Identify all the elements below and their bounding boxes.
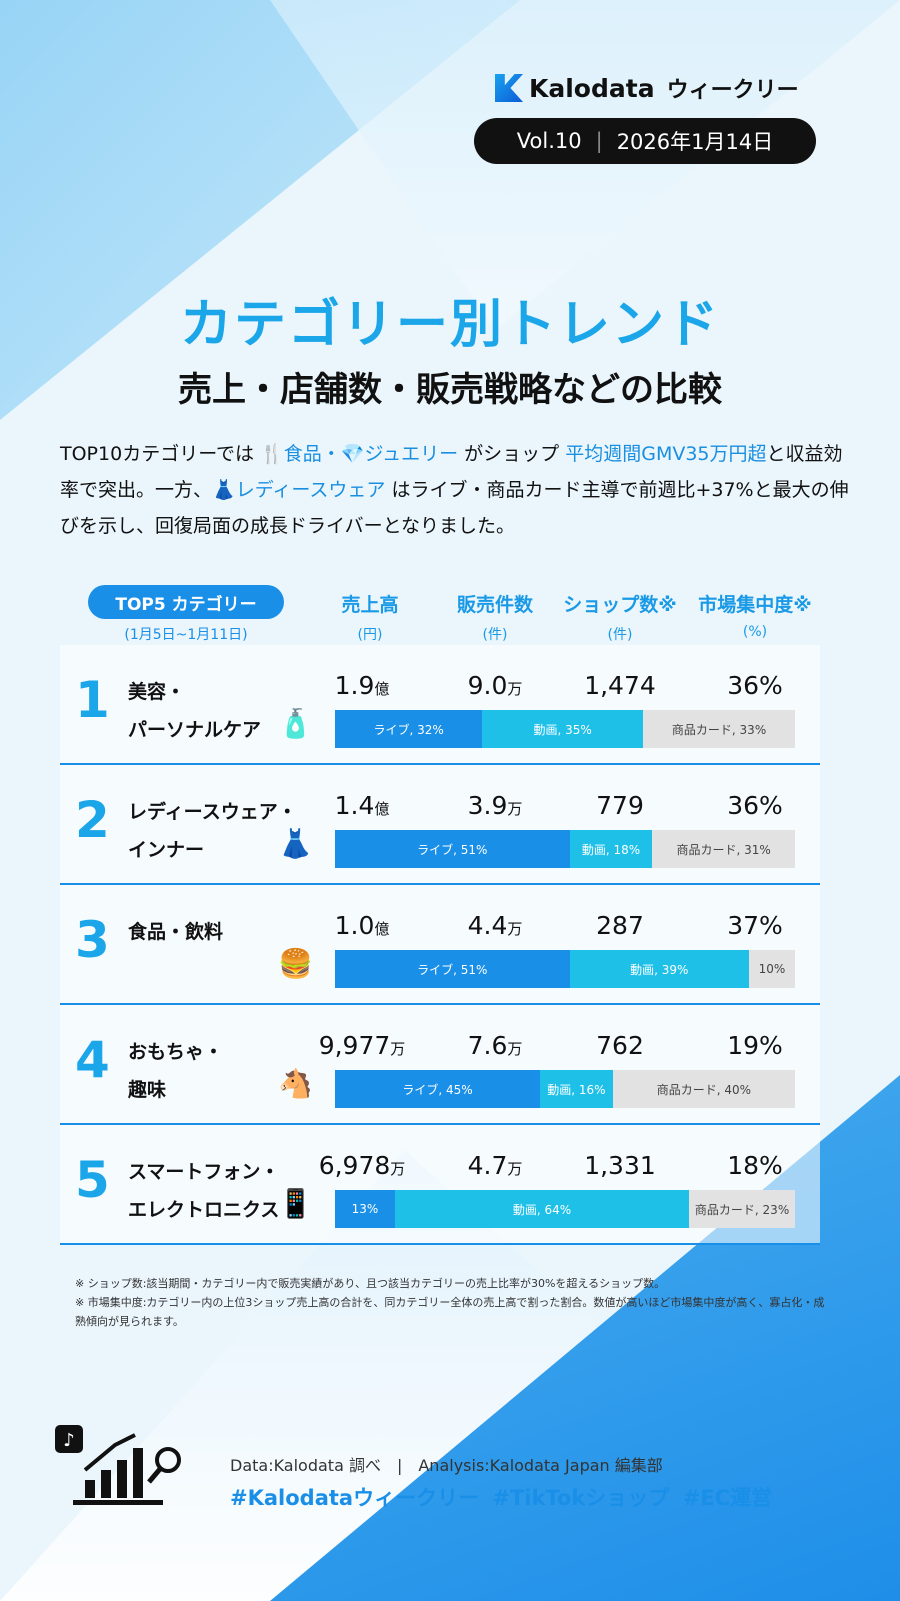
- mix-segment: 商品カード, 33%: [643, 710, 795, 748]
- mix-segment: 10%: [748, 950, 795, 988]
- mix-segment: 13%: [335, 1190, 395, 1228]
- intro-text: TOP10カテゴリーでは 🍴食品・💎ジュエリー がショップ 平均週間GMV35万…: [60, 443, 849, 537]
- mix-segment: ライブ, 51%: [335, 950, 570, 988]
- rank: 5: [75, 1151, 110, 1209]
- category-table: 1 美容・ パーソナルケア 🧴 1.9億 9.0万 1,474 36% ライブ, …: [60, 645, 820, 1245]
- gem-icon: 💎: [340, 443, 365, 465]
- table-row: 4 おもちゃ・ 趣味 🐴 9,977万 7.6万 762 19% ライブ, 45%…: [60, 1005, 820, 1125]
- issue-date: 2026年1月14日: [616, 130, 774, 154]
- rank: 4: [75, 1031, 110, 1089]
- column-header: 市場集中度※: [698, 594, 812, 616]
- concentration-value: 36%: [727, 791, 783, 820]
- column-unit: (件): [607, 627, 633, 643]
- category-name: レディースウェア・ インナー: [128, 801, 297, 861]
- sales-value: 1.9億: [334, 671, 390, 700]
- mix-segment: ライブ, 32%: [335, 710, 483, 748]
- page-title: カテゴリー別トレンド: [179, 295, 720, 355]
- mix-segment: ライブ, 51%: [335, 830, 570, 868]
- orders-value: 9.0万: [467, 671, 523, 700]
- top5-badge: TOP5 カテゴリー: [88, 585, 284, 619]
- channel-mix-bar: ライブ, 51% 動画, 18% 商品カード, 31%: [335, 830, 795, 868]
- channel-mix-bar: ライブ, 32% 動画, 35% 商品カード, 33%: [335, 710, 795, 748]
- mix-segment: 商品カード, 40%: [612, 1070, 795, 1108]
- sales-value: 9,977万: [318, 1031, 406, 1060]
- period: (1月5日~1月11日): [124, 627, 248, 643]
- brand-suffix: ウィークリー: [666, 78, 799, 103]
- mix-segment: 動画, 39%: [569, 950, 749, 988]
- smartphone-icon: 📱: [278, 1187, 313, 1220]
- channel-mix-bar: ライブ, 51% 動画, 39% 10%: [335, 950, 795, 988]
- concentration-value: 19%: [727, 1031, 783, 1060]
- rank: 2: [75, 791, 110, 849]
- column-unit: (%): [742, 624, 768, 640]
- note-concentration: ※ 市場集中度:カテゴリー内の上位3ショップ売上高の合計を、同カテゴリー全体の売…: [75, 1296, 825, 1328]
- mix-segment: 商品カード, 31%: [652, 830, 795, 868]
- orders-value: 4.7万: [467, 1151, 523, 1180]
- dress-icon: 👗: [212, 479, 236, 501]
- food-drink-icon: 🍔: [278, 947, 313, 980]
- rank: 3: [75, 911, 110, 969]
- mix-segment: 動画, 35%: [482, 710, 644, 748]
- kalodata-logo: Kalodata ウィークリー: [495, 72, 799, 104]
- fork-icon: 🍴: [260, 443, 284, 465]
- issue-badge: Vol.10 | 2026年1月14日: [474, 118, 816, 164]
- sales-value: 6,978万: [318, 1151, 406, 1180]
- data-source: Data:Kalodata 調べ | Analysis:Kalodata Jap…: [230, 1456, 663, 1475]
- rank: 1: [75, 671, 110, 729]
- channel-mix-bar: 13% 動画, 64% 商品カード, 23%: [335, 1190, 795, 1228]
- sales-value: 1.4億: [334, 791, 390, 820]
- category-name: 食品・飲料: [128, 921, 224, 943]
- mix-segment: 商品カード, 23%: [689, 1190, 795, 1228]
- page-subtitle: 売上・店舗数・販売戦略などの比較: [178, 370, 722, 410]
- note-shops: ※ ショップ数:該当期間・カテゴリー内で販売実績があり、且つ該当カテゴリーの売上…: [75, 1277, 666, 1290]
- column-header: ショップ数※: [563, 594, 677, 616]
- cosmetics-icon: 🧴: [278, 707, 313, 740]
- orders-value: 4.4万: [467, 911, 523, 940]
- analytics-icon: ♪: [55, 1425, 181, 1505]
- shops-value: 287: [596, 911, 644, 940]
- concentration-value: 37%: [727, 911, 783, 940]
- column-header: 販売件数: [456, 594, 533, 616]
- rocking-horse-icon: 🐴: [278, 1067, 313, 1100]
- column-header: 売上高: [341, 594, 399, 616]
- brand-name: Kalodata: [529, 73, 655, 103]
- footnotes: ※ ショップ数:該当期間・カテゴリー内で販売実績があり、且つ該当カテゴリーの売上…: [75, 1274, 835, 1331]
- table-row: 2 レディースウェア・ インナー 👗 1.4億 3.9万 779 36% ライブ,…: [60, 765, 820, 885]
- column-unit: (円): [357, 627, 383, 643]
- concentration-value: 36%: [727, 671, 783, 700]
- category-name: おもちゃ・ 趣味: [128, 1041, 224, 1101]
- shops-value: 779: [596, 791, 644, 820]
- kalodata-k-icon: [495, 74, 523, 102]
- sales-value: 1.0億: [334, 911, 390, 940]
- hashtags: #Kalodataウィークリー #TikTokショップ #EC運営: [230, 1486, 773, 1510]
- svg-text:♪: ♪: [63, 1430, 75, 1451]
- mix-segment: 動画, 16%: [539, 1070, 613, 1108]
- table-row: 5 スマートフォン・ エレクトロニクス 📱 6,978万 4.7万 1,331 1…: [60, 1125, 820, 1245]
- channel-mix-bar: ライブ, 45% 動画, 16% 商品カード, 40%: [335, 1070, 795, 1108]
- concentration-value: 18%: [727, 1151, 783, 1180]
- orders-value: 7.6万: [467, 1031, 523, 1060]
- orders-value: 3.9万: [467, 791, 523, 820]
- category-name: 美容・ パーソナルケア: [128, 681, 262, 741]
- shops-value: 1,331: [584, 1151, 656, 1180]
- shops-value: 1,474: [584, 671, 656, 700]
- column-unit: (件): [482, 627, 508, 643]
- category-name: スマートフォン・ エレクトロニクス: [128, 1161, 280, 1221]
- mix-segment: 動画, 64%: [394, 1190, 690, 1228]
- table-row: 1 美容・ パーソナルケア 🧴 1.9億 9.0万 1,474 36% ライブ, …: [60, 645, 820, 765]
- volume: Vol.10: [516, 129, 582, 153]
- mix-segment: ライブ, 45%: [335, 1070, 540, 1108]
- shops-value: 762: [596, 1031, 644, 1060]
- mix-segment: 動画, 18%: [569, 830, 653, 868]
- dress-icon: 👗: [278, 827, 313, 860]
- table-row: 3 食品・飲料 🍔 1.0億 4.4万 287 37% ライブ, 51% 動画, …: [60, 885, 820, 1005]
